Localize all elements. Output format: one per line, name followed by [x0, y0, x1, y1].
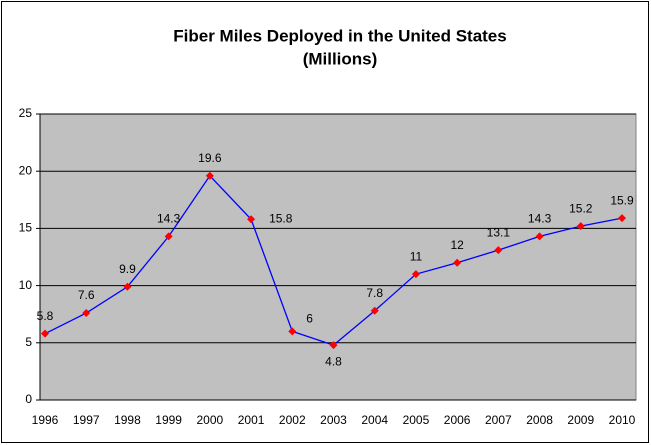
x-tick-label: 2000: [197, 413, 224, 427]
y-tick-label: 15: [19, 221, 33, 235]
data-label: 12: [450, 238, 464, 252]
data-label: 14.3: [528, 212, 552, 226]
marker: [205, 171, 214, 180]
x-tick-label: 2010: [609, 413, 636, 427]
x-tick-label: 2004: [361, 413, 388, 427]
marker: [411, 270, 420, 279]
marker: [288, 327, 297, 336]
y-tick-label: 5: [25, 335, 32, 349]
marker: [164, 232, 173, 241]
marker: [82, 309, 91, 318]
data-label: 7.6: [78, 288, 95, 302]
marker: [370, 306, 379, 315]
x-tick-label: 2002: [279, 413, 306, 427]
x-tick-label: 2009: [567, 413, 594, 427]
data-label: 7.8: [366, 286, 383, 300]
x-tick-label: 2008: [526, 413, 553, 427]
marker: [123, 282, 132, 291]
x-tick-label: 1998: [114, 413, 141, 427]
y-tick-label: 0: [25, 392, 32, 406]
chart-title: Fiber Miles Deployed in the United State…: [173, 26, 506, 45]
data-label: 15.8: [269, 211, 293, 225]
marker: [453, 258, 462, 267]
y-tick-label: 10: [19, 278, 33, 292]
data-label: 15.9: [610, 193, 634, 207]
marker: [576, 222, 585, 231]
y-tick-label: 25: [19, 106, 33, 120]
marker: [329, 341, 338, 350]
marker: [535, 232, 544, 241]
data-label: 6: [306, 312, 313, 326]
plot-area: [39, 113, 637, 401]
data-label: 11: [410, 249, 423, 263]
marker: [247, 215, 256, 224]
x-tick-label: 2005: [403, 413, 430, 427]
y-tick-label: 20: [19, 163, 33, 177]
data-label: 5.8: [37, 309, 54, 323]
chart-title: (Millions): [303, 49, 378, 68]
x-tick-label: 2003: [320, 413, 347, 427]
data-label: 13.1: [487, 225, 511, 239]
x-tick-label: 1996: [32, 413, 59, 427]
data-label: 4.8: [325, 354, 342, 368]
marker: [41, 329, 49, 338]
data-label: 14.3: [157, 212, 181, 226]
x-tick-label: 1999: [155, 413, 182, 427]
x-tick-label: 2001: [238, 413, 265, 427]
x-tick-label: 2007: [485, 413, 512, 427]
x-tick-label: 2006: [444, 413, 471, 427]
marker: [618, 214, 626, 223]
marker: [494, 246, 503, 255]
data-label: 15.2: [569, 201, 593, 215]
data-label: 19.6: [198, 151, 222, 165]
x-tick-label: 1997: [73, 413, 100, 427]
data-label: 9.9: [119, 262, 136, 276]
